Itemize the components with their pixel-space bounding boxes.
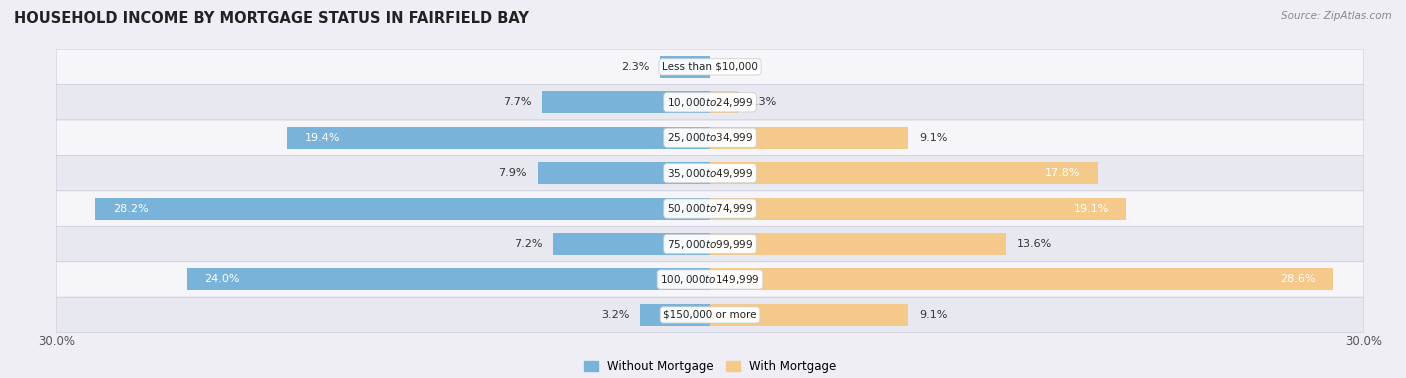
Text: 13.6%: 13.6% <box>1018 239 1053 249</box>
Bar <box>187 268 710 290</box>
Text: HOUSEHOLD INCOME BY MORTGAGE STATUS IN FAIRFIELD BAY: HOUSEHOLD INCOME BY MORTGAGE STATUS IN F… <box>14 11 529 26</box>
FancyBboxPatch shape <box>56 155 1364 191</box>
Text: $10,000 to $24,999: $10,000 to $24,999 <box>666 96 754 109</box>
Text: 3.2%: 3.2% <box>600 310 630 320</box>
Text: 19.1%: 19.1% <box>1073 204 1109 214</box>
Bar <box>640 304 710 326</box>
Text: 28.2%: 28.2% <box>112 204 149 214</box>
Bar <box>710 91 738 113</box>
Text: Less than $10,000: Less than $10,000 <box>662 62 758 72</box>
Text: 7.2%: 7.2% <box>513 239 543 249</box>
Text: $75,000 to $99,999: $75,000 to $99,999 <box>666 237 754 251</box>
Text: 9.1%: 9.1% <box>920 133 948 143</box>
Legend: Without Mortgage, With Mortgage: Without Mortgage, With Mortgage <box>579 355 841 378</box>
Bar <box>553 233 710 255</box>
Text: 19.4%: 19.4% <box>305 133 340 143</box>
Text: 17.8%: 17.8% <box>1045 168 1080 178</box>
FancyBboxPatch shape <box>56 191 1364 226</box>
Bar <box>287 127 710 149</box>
Bar <box>659 56 710 78</box>
Text: 2.3%: 2.3% <box>620 62 650 72</box>
Bar <box>96 198 710 220</box>
Bar <box>538 162 710 184</box>
Text: 28.6%: 28.6% <box>1281 274 1316 285</box>
Text: 7.9%: 7.9% <box>499 168 527 178</box>
Bar <box>710 233 1007 255</box>
Bar <box>710 198 1126 220</box>
FancyBboxPatch shape <box>56 120 1364 155</box>
Bar <box>710 162 1098 184</box>
Text: Source: ZipAtlas.com: Source: ZipAtlas.com <box>1281 11 1392 21</box>
Text: 0.0%: 0.0% <box>721 62 749 72</box>
Bar <box>710 304 908 326</box>
Text: $35,000 to $49,999: $35,000 to $49,999 <box>666 167 754 180</box>
FancyBboxPatch shape <box>56 85 1364 120</box>
FancyBboxPatch shape <box>56 226 1364 262</box>
FancyBboxPatch shape <box>56 49 1364 85</box>
Text: 7.7%: 7.7% <box>503 97 531 107</box>
Bar <box>543 91 710 113</box>
FancyBboxPatch shape <box>56 262 1364 297</box>
Text: $100,000 to $149,999: $100,000 to $149,999 <box>661 273 759 286</box>
Text: $50,000 to $74,999: $50,000 to $74,999 <box>666 202 754 215</box>
Text: 24.0%: 24.0% <box>204 274 240 285</box>
Text: 9.1%: 9.1% <box>920 310 948 320</box>
Bar <box>710 268 1333 290</box>
Bar <box>710 127 908 149</box>
FancyBboxPatch shape <box>56 297 1364 333</box>
Text: 1.3%: 1.3% <box>749 97 778 107</box>
Text: $150,000 or more: $150,000 or more <box>664 310 756 320</box>
Text: $25,000 to $34,999: $25,000 to $34,999 <box>666 131 754 144</box>
